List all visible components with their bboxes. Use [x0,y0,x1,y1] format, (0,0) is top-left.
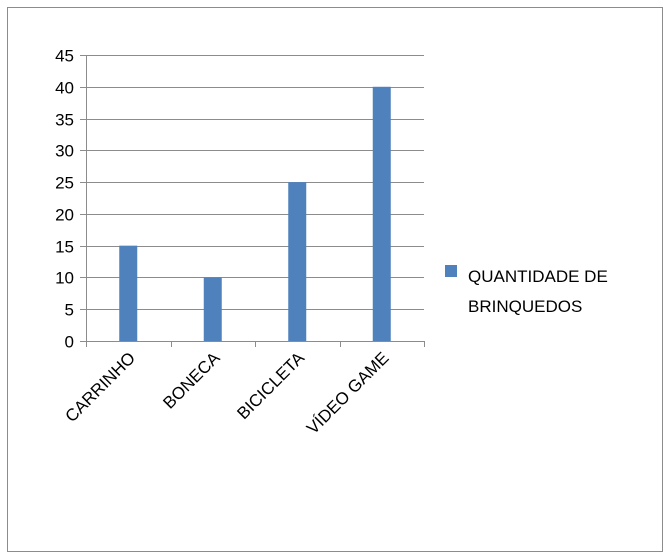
y-tick-label: 25 [55,174,74,193]
y-tick-label: 10 [55,269,74,288]
legend-label: QUANTIDADE DE BRINQUEDOS [468,262,658,322]
y-tick-label: 0 [65,333,74,352]
bar [119,246,137,341]
y-tick-label: 20 [55,206,74,225]
bar [373,87,391,341]
x-category-label: VÍDEO GAME [303,348,393,438]
y-tick-label: 35 [55,111,74,130]
bars [119,87,391,341]
bar [288,182,306,341]
x-category-label: BONECA [159,348,224,413]
y-tick-label: 5 [65,301,74,320]
bar [204,277,222,341]
x-category-label: BICICLETA [233,348,308,423]
y-axis: 0 5 10 15 20 25 30 35 40 45 [55,47,86,352]
y-tick-label: 30 [55,142,74,161]
x-category-label: CARRINHO [62,348,140,426]
y-tick-label: 40 [55,79,74,98]
y-tick-label: 45 [55,47,74,66]
y-tick-label: 15 [55,238,74,257]
legend-swatch [445,265,457,277]
